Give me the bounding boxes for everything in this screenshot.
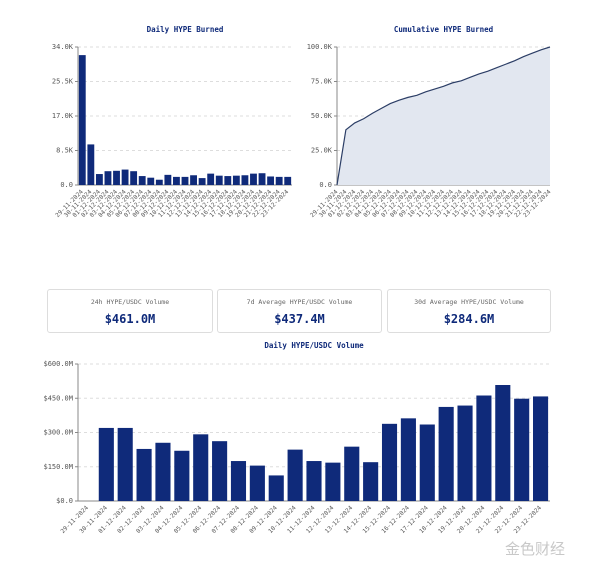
bar (438, 406, 454, 501)
bar (344, 446, 360, 501)
bar (190, 175, 197, 185)
bar (164, 174, 172, 185)
bar (130, 171, 138, 185)
stat-label: 30d Average HYPE/USDC Volume (414, 298, 524, 306)
bar (495, 385, 511, 501)
bar (457, 405, 473, 501)
bar (212, 441, 228, 501)
area (337, 47, 550, 185)
bar (232, 175, 240, 185)
y-tick-label: 75.0K (311, 78, 333, 86)
bar (207, 173, 215, 185)
watermark: 金色财经 (505, 540, 566, 558)
y-tick-label: 34.0K (52, 43, 74, 51)
stat-card: 30d Average HYPE/USDC Volume $284.6M (387, 289, 551, 333)
bar (181, 176, 189, 185)
y-tick-label: 100.0K (307, 43, 333, 51)
bar (98, 427, 114, 501)
bar (533, 396, 549, 501)
bar (250, 173, 257, 185)
y-tick-label: 17.0K (52, 112, 74, 120)
bar (78, 55, 86, 185)
bar (174, 450, 190, 501)
y-tick-label: $450.0M (43, 394, 73, 402)
bar (155, 442, 171, 501)
y-tick-label: 0.0 (60, 181, 73, 189)
y-tick-label: 25.0K (311, 147, 333, 155)
bar (258, 173, 266, 185)
y-tick-label: $0.0 (56, 497, 73, 505)
bar (325, 462, 341, 501)
bar (268, 475, 284, 501)
bar (224, 176, 232, 185)
bar (104, 171, 112, 185)
bar (514, 398, 530, 501)
bar (363, 462, 379, 501)
y-tick-label: 8.5K (56, 147, 74, 155)
bar (193, 434, 209, 501)
stat-value: $284.6M (443, 312, 495, 326)
bar (121, 169, 129, 185)
stat-value: $437.4M (274, 312, 325, 326)
chart-title: Daily HYPE/USDC Volume (264, 341, 364, 350)
y-tick-label: 25.5K (52, 78, 74, 86)
stat-label: 24h HYPE/USDC Volume (90, 298, 170, 306)
bar (155, 179, 163, 185)
bar (147, 177, 155, 185)
y-tick-label: $300.0M (43, 429, 73, 437)
line (336, 46, 551, 186)
bar (95, 174, 103, 185)
bar (381, 423, 398, 501)
bar (136, 448, 152, 501)
y-tick-label: 50.0K (311, 112, 333, 120)
bar (284, 176, 292, 185)
bar (400, 418, 416, 501)
bar (173, 176, 180, 185)
bar (287, 449, 303, 501)
y-tick-label: $600.0M (43, 360, 73, 368)
bar (138, 176, 146, 185)
stat-card: 7d Average HYPE/USDC Volume $437.4M (217, 289, 382, 333)
stat-value: $461.0M (104, 312, 156, 326)
chart-title: Daily HYPE Burned (147, 25, 224, 34)
bar (230, 461, 247, 501)
bar (476, 395, 492, 501)
bar (275, 176, 283, 185)
bar (267, 176, 275, 185)
bar (241, 175, 249, 185)
bar (419, 424, 435, 501)
bar (113, 170, 120, 185)
stat-label: 7d Average HYPE/USDC Volume (246, 298, 353, 306)
y-tick-label: $150.0M (43, 463, 73, 471)
bar (198, 178, 206, 185)
bar (87, 144, 95, 185)
bar (117, 427, 133, 501)
bar (306, 461, 322, 501)
y-tick-label: 0.0 (319, 181, 332, 189)
chart-title: Cumulative HYPE Burned (394, 25, 493, 34)
bar (215, 175, 223, 185)
stat-card: 24h HYPE/USDC Volume $461.0M (47, 289, 213, 333)
bar (249, 465, 265, 501)
